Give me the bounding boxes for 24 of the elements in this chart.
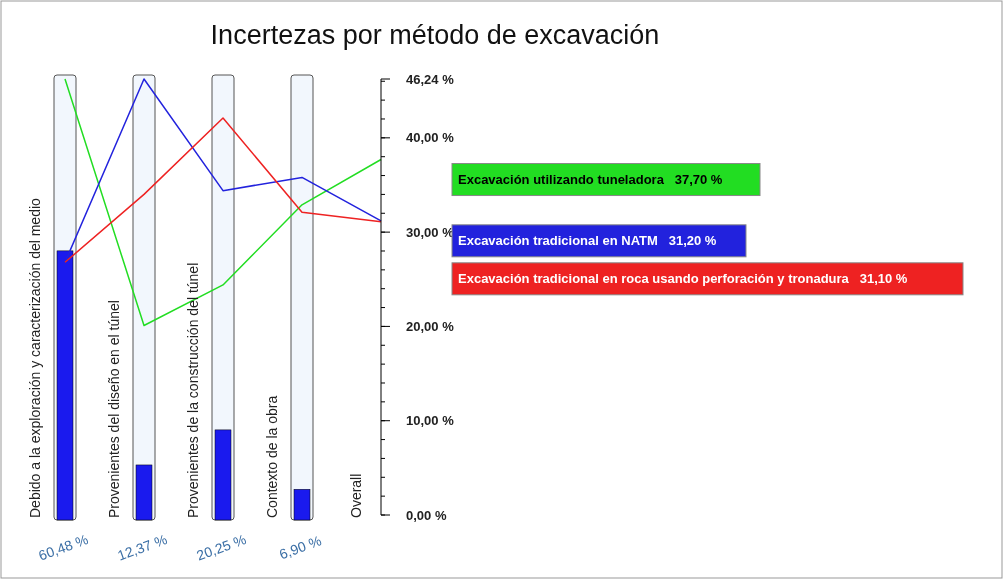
text: Excavación tradicional en roca usando perforación y tronadura 31,10 %: [458, 271, 908, 287]
data-label: 60,48 %: [36, 531, 91, 564]
x-tick-label: Overall: [348, 473, 364, 518]
data-label: 12,37 %: [115, 531, 170, 564]
y-tick-label: 20,00 %: [406, 318, 455, 334]
y-tick-label: 0,00 %: [406, 507, 447, 523]
y-tick-label: 46,24 %: [406, 71, 455, 87]
y-tick-label: 40,00 %: [406, 130, 455, 146]
bar: [214, 429, 232, 521]
x-tick-label: Provenientes del diseño en el túnel: [106, 300, 122, 518]
line-series: [64, 78, 382, 264]
x-tick-label: Provenientes de la construcción del túnel: [185, 262, 201, 518]
bar: [56, 250, 74, 521]
x-tick-label: Contexto de la obra: [264, 395, 280, 518]
y-tick-label: 10,00 %: [406, 413, 455, 429]
text: Excavación utilizando tuneladora 37,70 %: [458, 172, 723, 188]
chart-title: Incertezas por método de excavación: [210, 20, 660, 50]
data-label: 6,90 %: [277, 532, 324, 563]
x-tick-label: Debido a la exploración y caracterización del medio: [27, 197, 43, 518]
text: Excavación tradicional en NATM 31,20 %: [458, 233, 717, 249]
data-label: 20,25 %: [194, 531, 249, 564]
line-series: [64, 117, 382, 264]
bar: [293, 489, 311, 521]
bar: [135, 464, 153, 521]
